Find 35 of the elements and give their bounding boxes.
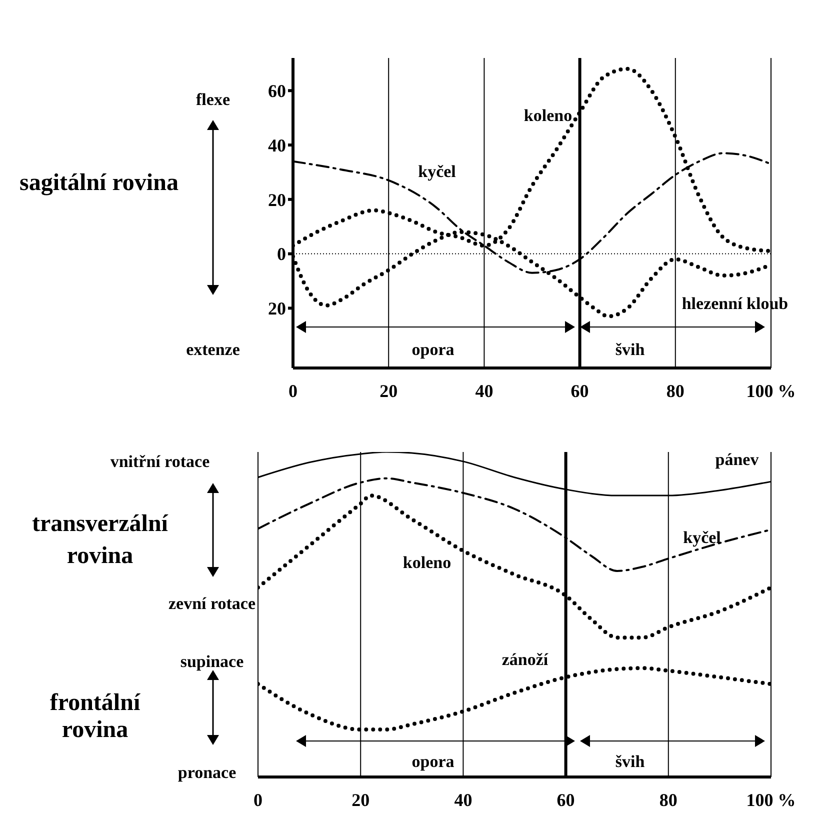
- text: flexe: [196, 90, 230, 110]
- x-tick-label: 0: [254, 790, 262, 810]
- y-axis-title: transverzální rovina: [31, 510, 170, 571]
- x-tick-label: 100 %: [746, 790, 796, 810]
- y-axis-title: sagitální rovina: [18, 169, 180, 198]
- x-tick-label: 80: [659, 790, 678, 810]
- text: pronace: [178, 763, 236, 783]
- x-tick-label: 80: [666, 380, 684, 401]
- series-label: koleno: [524, 106, 572, 126]
- y-tick-label: 20: [268, 298, 286, 319]
- annotation: opora: [412, 340, 454, 360]
- series-label: kyčel: [418, 162, 456, 182]
- text: zevní rotace: [168, 594, 256, 614]
- x-tick-label: 40: [454, 790, 472, 810]
- series-label: koleno: [402, 553, 452, 573]
- series-label: zánoží: [502, 650, 548, 670]
- text: extenze: [186, 340, 240, 360]
- x-tick-label: 60: [570, 380, 589, 401]
- x-tick-label: 60: [556, 790, 575, 810]
- y-tick-label: 0: [277, 244, 286, 264]
- text: frontální rovina: [48, 690, 142, 744]
- annotation: švih: [615, 752, 645, 772]
- x-tick-label: 20: [380, 380, 398, 401]
- x-tick-label: 20: [352, 790, 370, 810]
- y-tick-label: 20: [268, 190, 286, 210]
- series-label: kyčel: [683, 528, 721, 548]
- x-tick-label: 40: [475, 380, 494, 401]
- y-tick-label: 60: [268, 81, 286, 102]
- x-tick-label: 100 %: [746, 380, 796, 401]
- text: supinace: [180, 652, 244, 672]
- series-label: pánev: [715, 450, 759, 470]
- y-tick-label: 40: [268, 135, 286, 156]
- text: vnitřní rotace: [110, 452, 210, 472]
- annotation: opora: [412, 752, 454, 772]
- annotation: švih: [615, 340, 645, 360]
